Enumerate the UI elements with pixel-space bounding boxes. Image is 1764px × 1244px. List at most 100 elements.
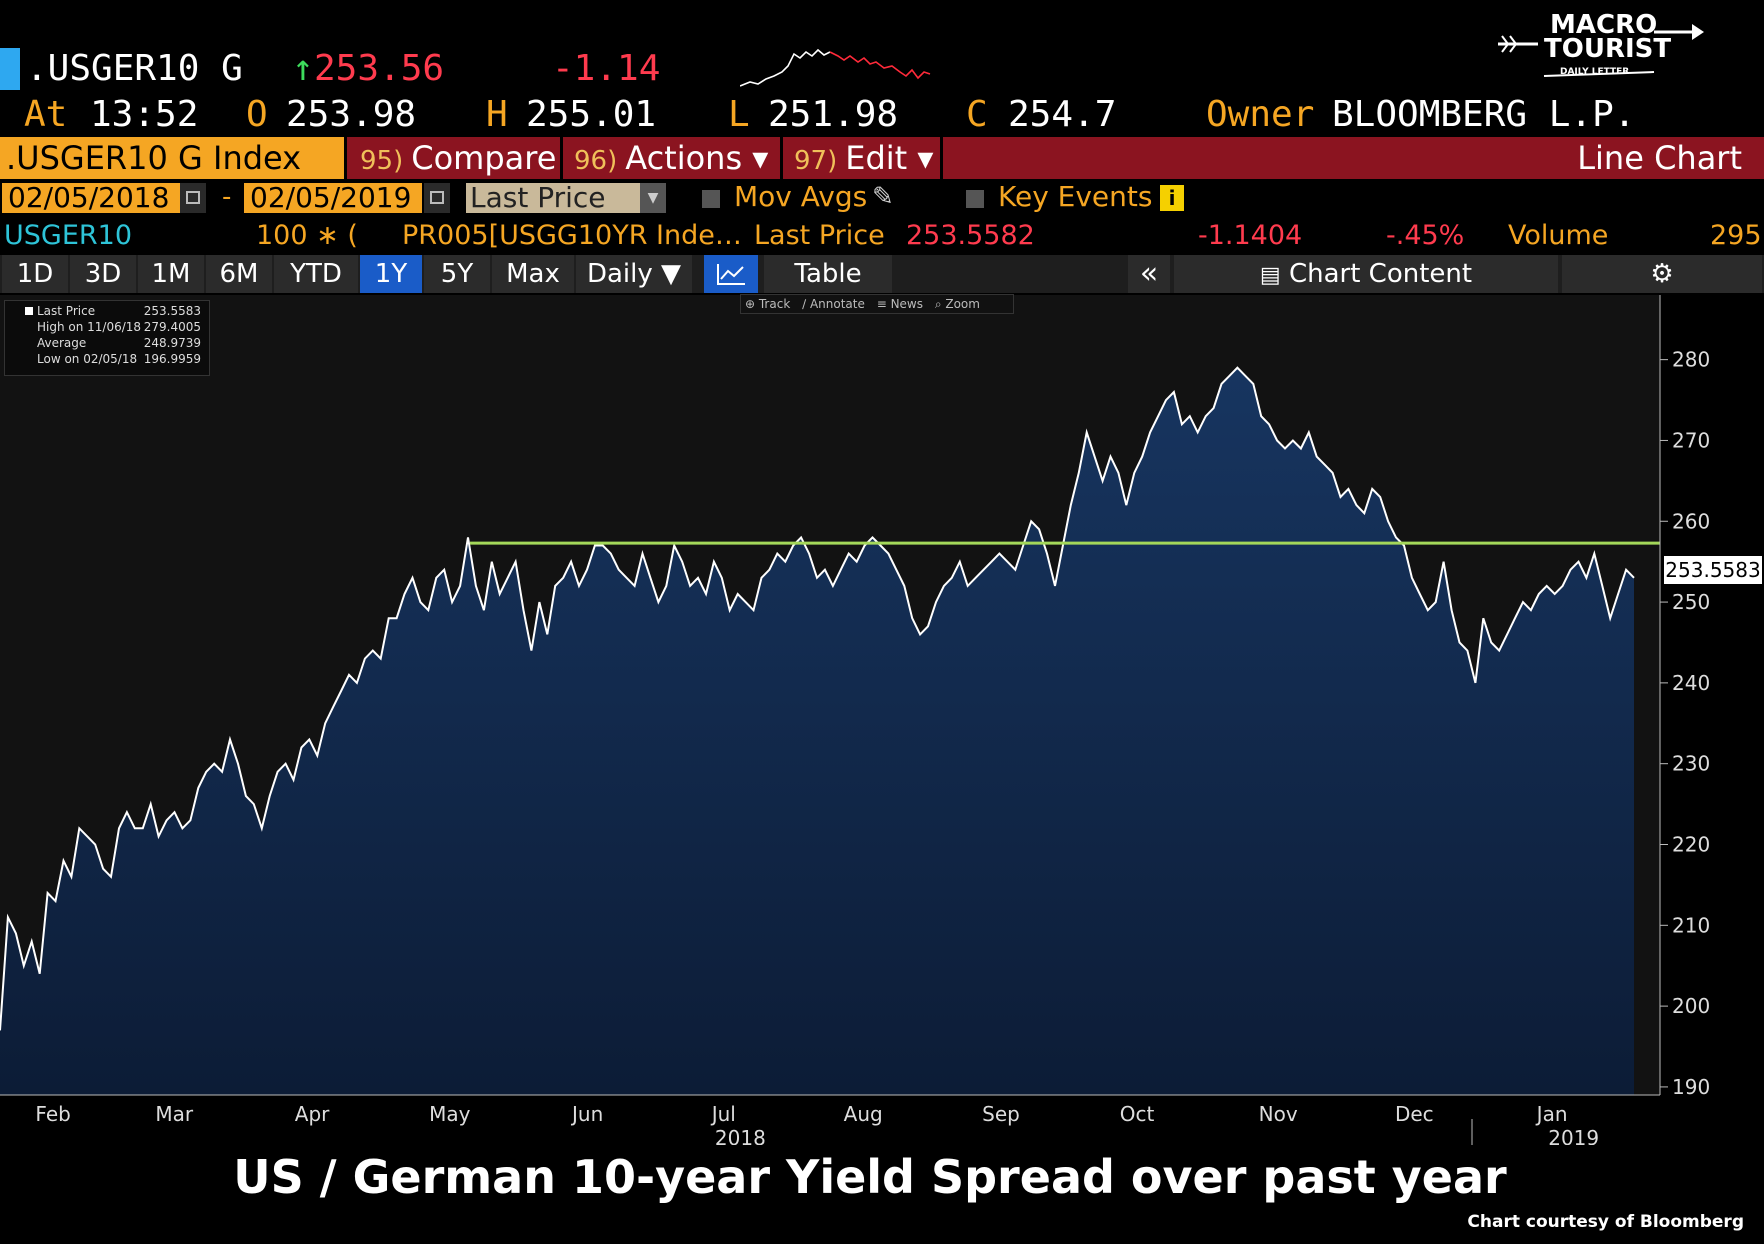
last-arrow: ↑	[292, 48, 314, 89]
x-tick-label: Nov	[1259, 1102, 1298, 1126]
ticker: .USGER10 G	[26, 48, 243, 89]
info-last-value: 253.5582	[906, 220, 1035, 251]
security-field[interactable]: .USGER10 G Index	[0, 137, 344, 179]
line-chart-toggle[interactable]	[704, 255, 758, 293]
y-tick-label: 200	[1672, 994, 1710, 1018]
legend-value: 196.9959	[143, 352, 201, 366]
legend-label: Low on 02/05/18	[37, 352, 138, 366]
tab-6m[interactable]: 6M	[206, 255, 272, 293]
chart-content-icon: ▤	[1259, 263, 1281, 288]
info-last-label: Last Price	[754, 220, 885, 251]
key-events-label: Key Events	[998, 180, 1153, 213]
series-formula: PR005[USGG10YR Inde…	[402, 220, 742, 251]
legend-row: High on 11/06/18	[37, 320, 141, 334]
y-tick-label: 270	[1672, 428, 1710, 452]
owner-label: Owner	[1206, 94, 1315, 135]
pencil-icon[interactable]: ✎	[872, 182, 894, 212]
actions-label: Actions ▾	[625, 139, 769, 177]
actions-menu[interactable]: 96) Actions ▾	[574, 137, 768, 179]
frequency-select[interactable]: Daily ▼	[576, 255, 692, 293]
x-tick-label: Aug	[844, 1102, 883, 1126]
x-tick-label: Apr	[295, 1102, 330, 1126]
security-label: .USGER10 G Index	[6, 139, 302, 177]
volume-value: 295	[1710, 220, 1762, 251]
edit-num: 97)	[794, 146, 838, 176]
tab-max[interactable]: Max	[492, 255, 574, 293]
chart-content-label: Chart Content	[1288, 259, 1473, 289]
net-change: -1.14	[552, 48, 661, 89]
actions-num: 96)	[574, 146, 618, 176]
legend-value: 248.9739	[143, 336, 201, 350]
end-calendar-icon[interactable]	[424, 183, 450, 213]
last-value-tag: 253.5583	[1664, 556, 1762, 584]
spread-chart: 190 200 210 220 230 240 250 260 270 280 Feb Mar Apr…	[0, 295, 1710, 1145]
tab-1m[interactable]: 1M	[138, 255, 204, 293]
info-pct-change: -.45%	[1386, 220, 1465, 251]
legend-label: Average	[37, 336, 87, 350]
field-select-value: Last Price	[470, 181, 606, 214]
settings-gear-icon[interactable]: ⚙	[1562, 255, 1762, 293]
tab-1y[interactable]: 1Y	[360, 255, 422, 293]
tab-3d[interactable]: 3D	[70, 255, 136, 293]
field-select[interactable]: Last Price ▼	[466, 183, 666, 213]
mov-avgs-label: Mov Avgs	[734, 180, 868, 213]
low-label: L	[728, 94, 750, 135]
edit-menu[interactable]: 97) Edit ▾	[794, 137, 933, 179]
chart-credit: Chart courtesy of Bloomberg	[1467, 1212, 1744, 1232]
y-tick-label: 280	[1672, 348, 1710, 372]
chart-content-button[interactable]: ▤ Chart Content	[1174, 255, 1558, 293]
y-tick-label: 260	[1672, 509, 1710, 533]
line-chart-icon	[717, 264, 745, 285]
logo-line2: TOURIST	[1544, 34, 1672, 64]
y-tick-label: 250	[1672, 590, 1710, 614]
key-events-checkbox[interactable]	[966, 190, 984, 208]
x-tick-label: Feb	[35, 1102, 70, 1126]
y-tick-label: 230	[1672, 752, 1710, 776]
compare-num: 95)	[360, 146, 404, 176]
legend-swatch-icon	[25, 307, 33, 315]
collapse-panel-button[interactable]: «	[1128, 255, 1170, 293]
legend-row: Last Price	[37, 304, 95, 318]
mov-avgs-checkbox[interactable]	[702, 190, 720, 208]
info-icon[interactable]: i	[1160, 185, 1184, 211]
volume-label: Volume	[1508, 220, 1609, 251]
last-price: 253.56	[314, 48, 445, 89]
open-label: O	[246, 94, 268, 135]
x-tick-label: Oct	[1120, 1102, 1155, 1126]
tab-1d[interactable]: 1D	[2, 255, 68, 293]
macro-tourist-logo: MACRO TOURIST DAILY LETTER	[1494, 10, 1706, 86]
tab-5y[interactable]: 5Y	[424, 255, 490, 293]
compare-label: Compare	[411, 139, 557, 177]
legend-row: Low on 02/05/18	[37, 352, 137, 366]
logo-line3: DAILY LETTER	[1560, 67, 1630, 77]
legend-row: Average	[37, 336, 86, 350]
annotate-tool[interactable]: ∕ Annotate	[802, 297, 865, 311]
chart-legend: Last Price 253.5583 High on 11/06/18 279…	[4, 300, 210, 376]
tab-ytd[interactable]: YTD	[274, 255, 358, 293]
legend-value: 279.4005	[143, 320, 201, 334]
series-multiplier: 100 ∗ (	[256, 220, 358, 251]
ticker-marker	[0, 48, 20, 90]
end-date-field[interactable]: 02/05/2019	[244, 183, 422, 213]
high-label: H	[486, 94, 508, 135]
zoom-tool[interactable]: ⌕ Zoom	[934, 297, 980, 311]
close-value: 254.7	[1008, 94, 1117, 135]
close-label: C	[966, 94, 988, 135]
y-tick-label: 240	[1672, 671, 1710, 695]
start-calendar-icon[interactable]	[180, 183, 206, 213]
low-value: 251.98	[768, 94, 899, 135]
info-change: -1.1404	[1198, 220, 1303, 251]
compare-button[interactable]: 95) Compare	[360, 137, 556, 179]
series-line	[0, 366, 1635, 1031]
series-name: USGER10	[4, 220, 132, 251]
x-tick-label: Mar	[155, 1102, 194, 1126]
table-button[interactable]: Table	[764, 255, 892, 293]
legend-value: 253.5583	[143, 304, 201, 318]
chart-tools-bar: ⊕ Track ∕ Annotate ≡ News ⌕ Zoom	[740, 294, 1014, 314]
track-tool[interactable]: ⊕ Track	[745, 297, 791, 311]
start-date-field[interactable]: 02/05/2018	[2, 183, 180, 213]
news-tool[interactable]: ≡ News	[876, 297, 923, 311]
date-dash: -	[222, 182, 232, 212]
x-tick-label: Jan	[1535, 1102, 1568, 1126]
high-value: 255.01	[526, 94, 657, 135]
